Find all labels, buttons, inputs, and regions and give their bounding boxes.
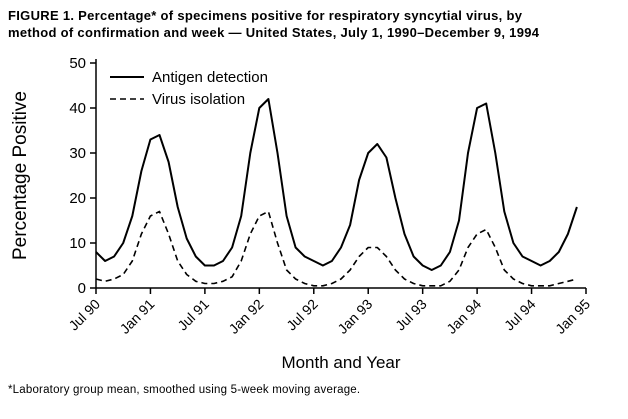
- y-tick-label: 30: [69, 145, 86, 162]
- x-tick-label: Jul 92: [283, 296, 321, 334]
- x-tick-label: Jan 95: [552, 296, 593, 337]
- y-tick-label: 50: [69, 55, 86, 72]
- x-axis-title: Month and Year: [281, 353, 400, 372]
- figure-title-line2: method of confirmation and week — United…: [8, 25, 540, 41]
- y-tick-label: 0: [78, 280, 86, 297]
- figure-footnote: *Laboratory group mean, smoothed using 5…: [8, 384, 361, 397]
- legend-label-antigen-detection: Antigen detection: [152, 69, 268, 86]
- x-tick-label: Jul 90: [65, 296, 103, 334]
- antigen-detection-line: [95, 98, 578, 272]
- x-tick-label: Jul 93: [392, 296, 430, 334]
- virus-isolation-line: [95, 211, 578, 287]
- y-tick-label: 10: [69, 235, 86, 252]
- x-tick-label: Jan 94: [443, 296, 484, 337]
- legend-label-virus-isolation: Virus isolation: [152, 91, 245, 108]
- figure-title: FIGURE 1. Percentage* of specimens posit…: [0, 0, 628, 41]
- x-tick-label: Jan 91: [117, 296, 158, 337]
- x-tick-label: Jan 93: [334, 296, 375, 337]
- x-tick-label: Jul 91: [174, 296, 212, 334]
- y-tick-label: 20: [69, 190, 86, 207]
- rsv-line-chart: 0 10 20 30 40 50 Jul 90 Jan 91 Jul 91 Jan 92 Jul 9…: [10, 55, 593, 372]
- x-tick-label: Jan 92: [225, 296, 266, 337]
- y-axis-title: Percentage Positive: [10, 91, 31, 260]
- y-tick-label: 40: [69, 100, 86, 117]
- figure-title-line1: FIGURE 1. Percentage* of specimens posit…: [8, 8, 523, 23]
- x-tick-label: Jul 94: [501, 296, 539, 334]
